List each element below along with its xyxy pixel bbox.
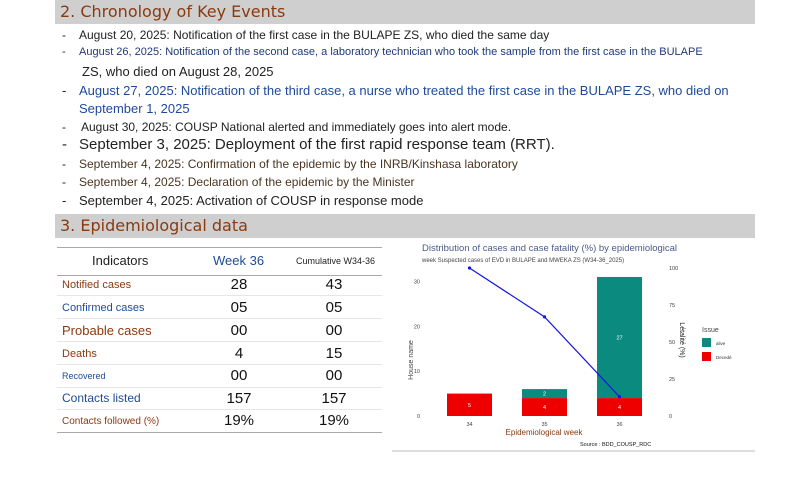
table-cell-week: 00	[230, 322, 248, 339]
chart-legend: alive Decedé	[702, 338, 732, 361]
bar-decede	[447, 393, 492, 416]
event-text: September 4, 2025: Declaration of the ep…	[79, 175, 415, 189]
table-row-label: Recovered	[62, 371, 106, 381]
table-row-label: Probable cases	[62, 323, 152, 338]
y-tick-label: 20	[414, 324, 420, 330]
event-text: September 1, 2025	[79, 101, 190, 116]
epi-title: 3. Epidemiological data	[60, 216, 248, 235]
table-cell-cumulative: 05	[325, 299, 343, 316]
table-cell-week: 00	[230, 367, 248, 384]
table-row-label: Contacts followed (%)	[62, 416, 160, 427]
event-text: September 4, 2025: Activation of COUSP i…	[79, 193, 424, 208]
bar-decede	[597, 398, 642, 416]
bar-alive	[522, 389, 567, 399]
legend-swatch	[702, 352, 711, 361]
table-row-label: Confirmed cases	[62, 302, 145, 314]
event-text: August 30, 2025: COUSP National alerted …	[81, 120, 512, 134]
table-row-label: Notified cases	[62, 279, 132, 291]
event-dash: -	[62, 120, 66, 134]
y2-axis-label: Létalité (%)	[678, 322, 685, 357]
y2-tick-label: 25	[669, 377, 675, 383]
bar-data-label: 4	[543, 405, 546, 411]
y2-tick-label: 100	[669, 266, 678, 272]
chronology-header: 2. Chronology of Key Events	[55, 0, 755, 24]
table-cell-week: 19%	[223, 412, 255, 429]
row-divider	[57, 432, 382, 433]
legend-title: Issue	[702, 327, 719, 334]
plot-area: 0 10 20 30 0 25 50 75 100 34 35 36 5 4 4 2 27	[414, 266, 678, 428]
event-dash: -	[62, 46, 66, 58]
y2-tick-label: 50	[669, 340, 675, 346]
fatality-point	[617, 395, 622, 399]
row-divider	[57, 364, 382, 365]
event-text: August 27, 2025: Notification of the thi…	[79, 83, 729, 98]
x-tick-label: 36	[616, 422, 622, 428]
y-axis-label: House name	[408, 340, 415, 380]
header-indicators: Indicators	[92, 253, 149, 268]
table-header-row	[57, 247, 382, 276]
event-dash: -	[62, 28, 66, 42]
table-cell-cumulative: 19%	[318, 412, 350, 429]
bar-data-label: 4	[618, 405, 621, 411]
event-text: September 4, 2025: Confirmation of the e…	[79, 157, 518, 171]
table-cell-week: 4	[234, 345, 244, 362]
bar-data-label: 2	[543, 392, 546, 398]
table-cell-week: 05	[230, 299, 248, 316]
legend-label: alive	[716, 341, 726, 346]
event-text: August 20, 2025: Notification of the fir…	[79, 28, 550, 42]
chart-panel: Distribution of cases and case fatality …	[392, 240, 755, 452]
y2-tick-label: 0	[669, 414, 672, 420]
event-dash: -	[62, 136, 67, 153]
row-divider	[57, 409, 382, 410]
event-dash: -	[62, 175, 66, 189]
y2-tick-label: 75	[669, 303, 675, 309]
chart-source: Source : BDD_COUSP_RDC	[580, 442, 651, 448]
table-cell-week: 157	[226, 390, 252, 407]
row-divider	[57, 318, 382, 319]
case-fatality-chart: Distribution of cases and case fatality …	[392, 240, 755, 452]
epi-header: 3. Epidemiological data	[55, 214, 755, 238]
bar-data-label: 27	[616, 336, 622, 342]
table-cell-cumulative: 00	[325, 367, 343, 384]
event-dash: -	[62, 83, 67, 98]
event-text: September 3, 2025: Deployment of the fir…	[79, 136, 555, 153]
row-divider	[57, 387, 382, 388]
row-divider	[57, 295, 382, 296]
event-dash: -	[62, 193, 67, 208]
table-cell-cumulative: 00	[325, 322, 343, 339]
bar-alive	[597, 276, 642, 399]
table-cell-cumulative: 15	[325, 345, 343, 362]
event-dash: -	[62, 157, 66, 171]
fatality-point	[542, 315, 547, 319]
chart-background	[392, 240, 755, 452]
y-tick-label: 30	[414, 279, 420, 285]
bar-decede	[522, 398, 567, 416]
bar-data-label: 5	[468, 403, 471, 409]
chart-subtitle: week Suspected cases of EVD in BULAPE an…	[421, 258, 624, 264]
fatality-point	[467, 266, 472, 270]
header-cumulative: Cumulative W34-36	[296, 256, 376, 266]
table-cell-week: 28	[230, 276, 248, 293]
header-week: Week 36	[213, 253, 265, 268]
event-text: August 26, 2025: Notification of the sec…	[79, 46, 703, 58]
y-tick-label: 0	[417, 414, 420, 420]
y-tick-label: 10	[414, 369, 420, 375]
x-axis-label: Epidemiological week	[506, 428, 584, 437]
legend-swatch	[702, 338, 711, 347]
table-cell-cumulative: 43	[325, 276, 343, 293]
legend-label: Decedé	[716, 355, 732, 360]
x-tick-label: 35	[541, 422, 547, 428]
x-tick-label: 34	[466, 422, 472, 428]
table-cell-cumulative: 157	[321, 390, 347, 407]
chronology-title: 2. Chronology of Key Events	[60, 2, 286, 21]
event-text: ZS, who died on August 28, 2025	[82, 64, 274, 79]
row-divider	[57, 341, 382, 342]
chart-title: Distribution of cases and case fatality …	[422, 243, 677, 254]
table-row-label: Deaths	[62, 348, 97, 360]
table-row-label: Contacts listed	[62, 391, 141, 405]
